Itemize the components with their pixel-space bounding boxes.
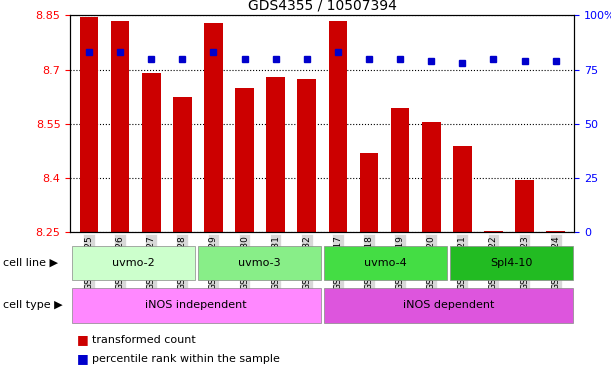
Bar <box>391 108 409 232</box>
Bar <box>360 153 378 232</box>
Bar <box>111 21 130 232</box>
Text: Spl4-10: Spl4-10 <box>490 258 533 268</box>
Text: iNOS independent: iNOS independent <box>145 300 247 310</box>
Text: iNOS dependent: iNOS dependent <box>403 300 494 310</box>
Bar <box>298 79 316 232</box>
Text: uvmo-4: uvmo-4 <box>364 258 407 268</box>
Text: transformed count: transformed count <box>92 335 196 345</box>
Bar <box>266 77 285 232</box>
Text: ■: ■ <box>76 353 88 366</box>
Bar <box>546 230 565 232</box>
Bar <box>324 288 573 323</box>
Text: uvmo-3: uvmo-3 <box>238 258 280 268</box>
Bar <box>173 97 192 232</box>
Title: GDS4355 / 10507394: GDS4355 / 10507394 <box>248 0 397 13</box>
Bar <box>329 21 347 232</box>
Bar <box>515 180 534 232</box>
Bar <box>453 146 472 232</box>
Bar <box>484 230 503 232</box>
Text: uvmo-2: uvmo-2 <box>112 258 155 268</box>
Text: cell type ▶: cell type ▶ <box>3 300 63 310</box>
Bar <box>450 246 573 280</box>
Bar <box>204 23 223 232</box>
Bar <box>198 246 321 280</box>
Bar <box>422 122 441 232</box>
Bar <box>142 73 161 232</box>
Bar <box>72 288 321 323</box>
Text: cell line ▶: cell line ▶ <box>3 258 58 268</box>
Bar <box>79 17 98 232</box>
Bar <box>324 246 447 280</box>
Bar <box>72 246 195 280</box>
Text: ■: ■ <box>76 333 88 346</box>
Bar <box>235 88 254 232</box>
Text: percentile rank within the sample: percentile rank within the sample <box>92 354 279 364</box>
